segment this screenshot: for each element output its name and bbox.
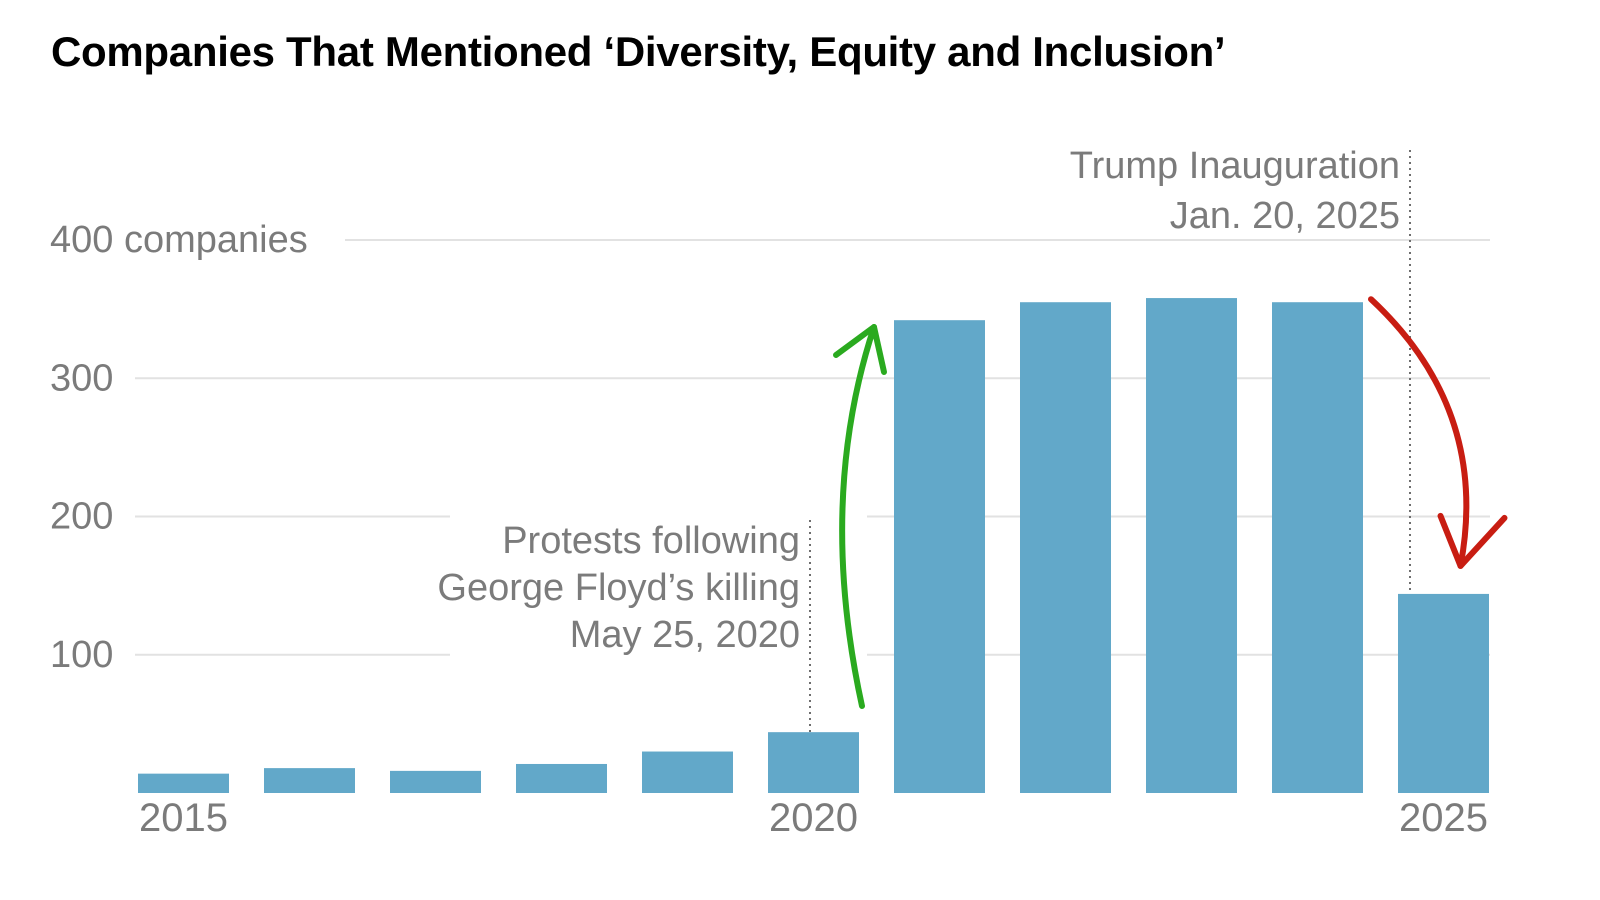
bar-2023	[1146, 298, 1237, 793]
annotation-labels: Protests following George Floyd’s killing…	[437, 145, 1400, 656]
bar-2018	[516, 763, 607, 793]
bars	[138, 298, 1489, 793]
x-tick-label-2015: 2015	[139, 796, 228, 840]
y-tick-label-400: 400 companies	[50, 219, 308, 261]
arrow-rise-shaft	[839, 324, 877, 709]
annotation-trump-line-1: Trump Inauguration	[1070, 145, 1400, 187]
bar-2019	[642, 751, 733, 793]
y-tick-label-200: 200	[50, 496, 113, 538]
bar-2024	[1272, 302, 1363, 793]
chart-title: Companies That Mentioned ‘Diversity, Equ…	[51, 28, 1226, 75]
bar-2022	[1020, 302, 1111, 793]
annotation-floyd-line-1: Protests following	[502, 520, 800, 562]
trend-arrows	[833, 296, 1508, 709]
bar-2025	[1398, 593, 1489, 793]
annotation-lines	[809, 150, 1411, 733]
arrow-rise-head	[833, 324, 887, 375]
bar-2017	[390, 770, 481, 793]
y-axis-ticks: 100 200 300 400 companies	[50, 219, 308, 676]
y-tick-label-100: 100	[50, 634, 113, 676]
arrow-drop-head	[1437, 512, 1508, 569]
annotation-floyd-line-3: May 25, 2020	[570, 614, 800, 656]
y-tick-label-300: 300	[50, 357, 113, 399]
annotation-floyd-line-2: George Floyd’s killing	[437, 567, 800, 609]
x-tick-label-2025: 2025	[1399, 796, 1488, 840]
annotation-trump-line-2: Jan. 20, 2025	[1170, 195, 1400, 237]
bar-2016	[264, 768, 355, 793]
x-axis-ticks: 2015 2020 2025	[139, 796, 1488, 840]
arrow-drop-shaft	[1368, 296, 1470, 569]
x-tick-label-2020: 2020	[769, 796, 858, 840]
bar-2015	[138, 773, 229, 793]
bar-2020	[768, 732, 859, 793]
bar-2021	[894, 320, 985, 793]
